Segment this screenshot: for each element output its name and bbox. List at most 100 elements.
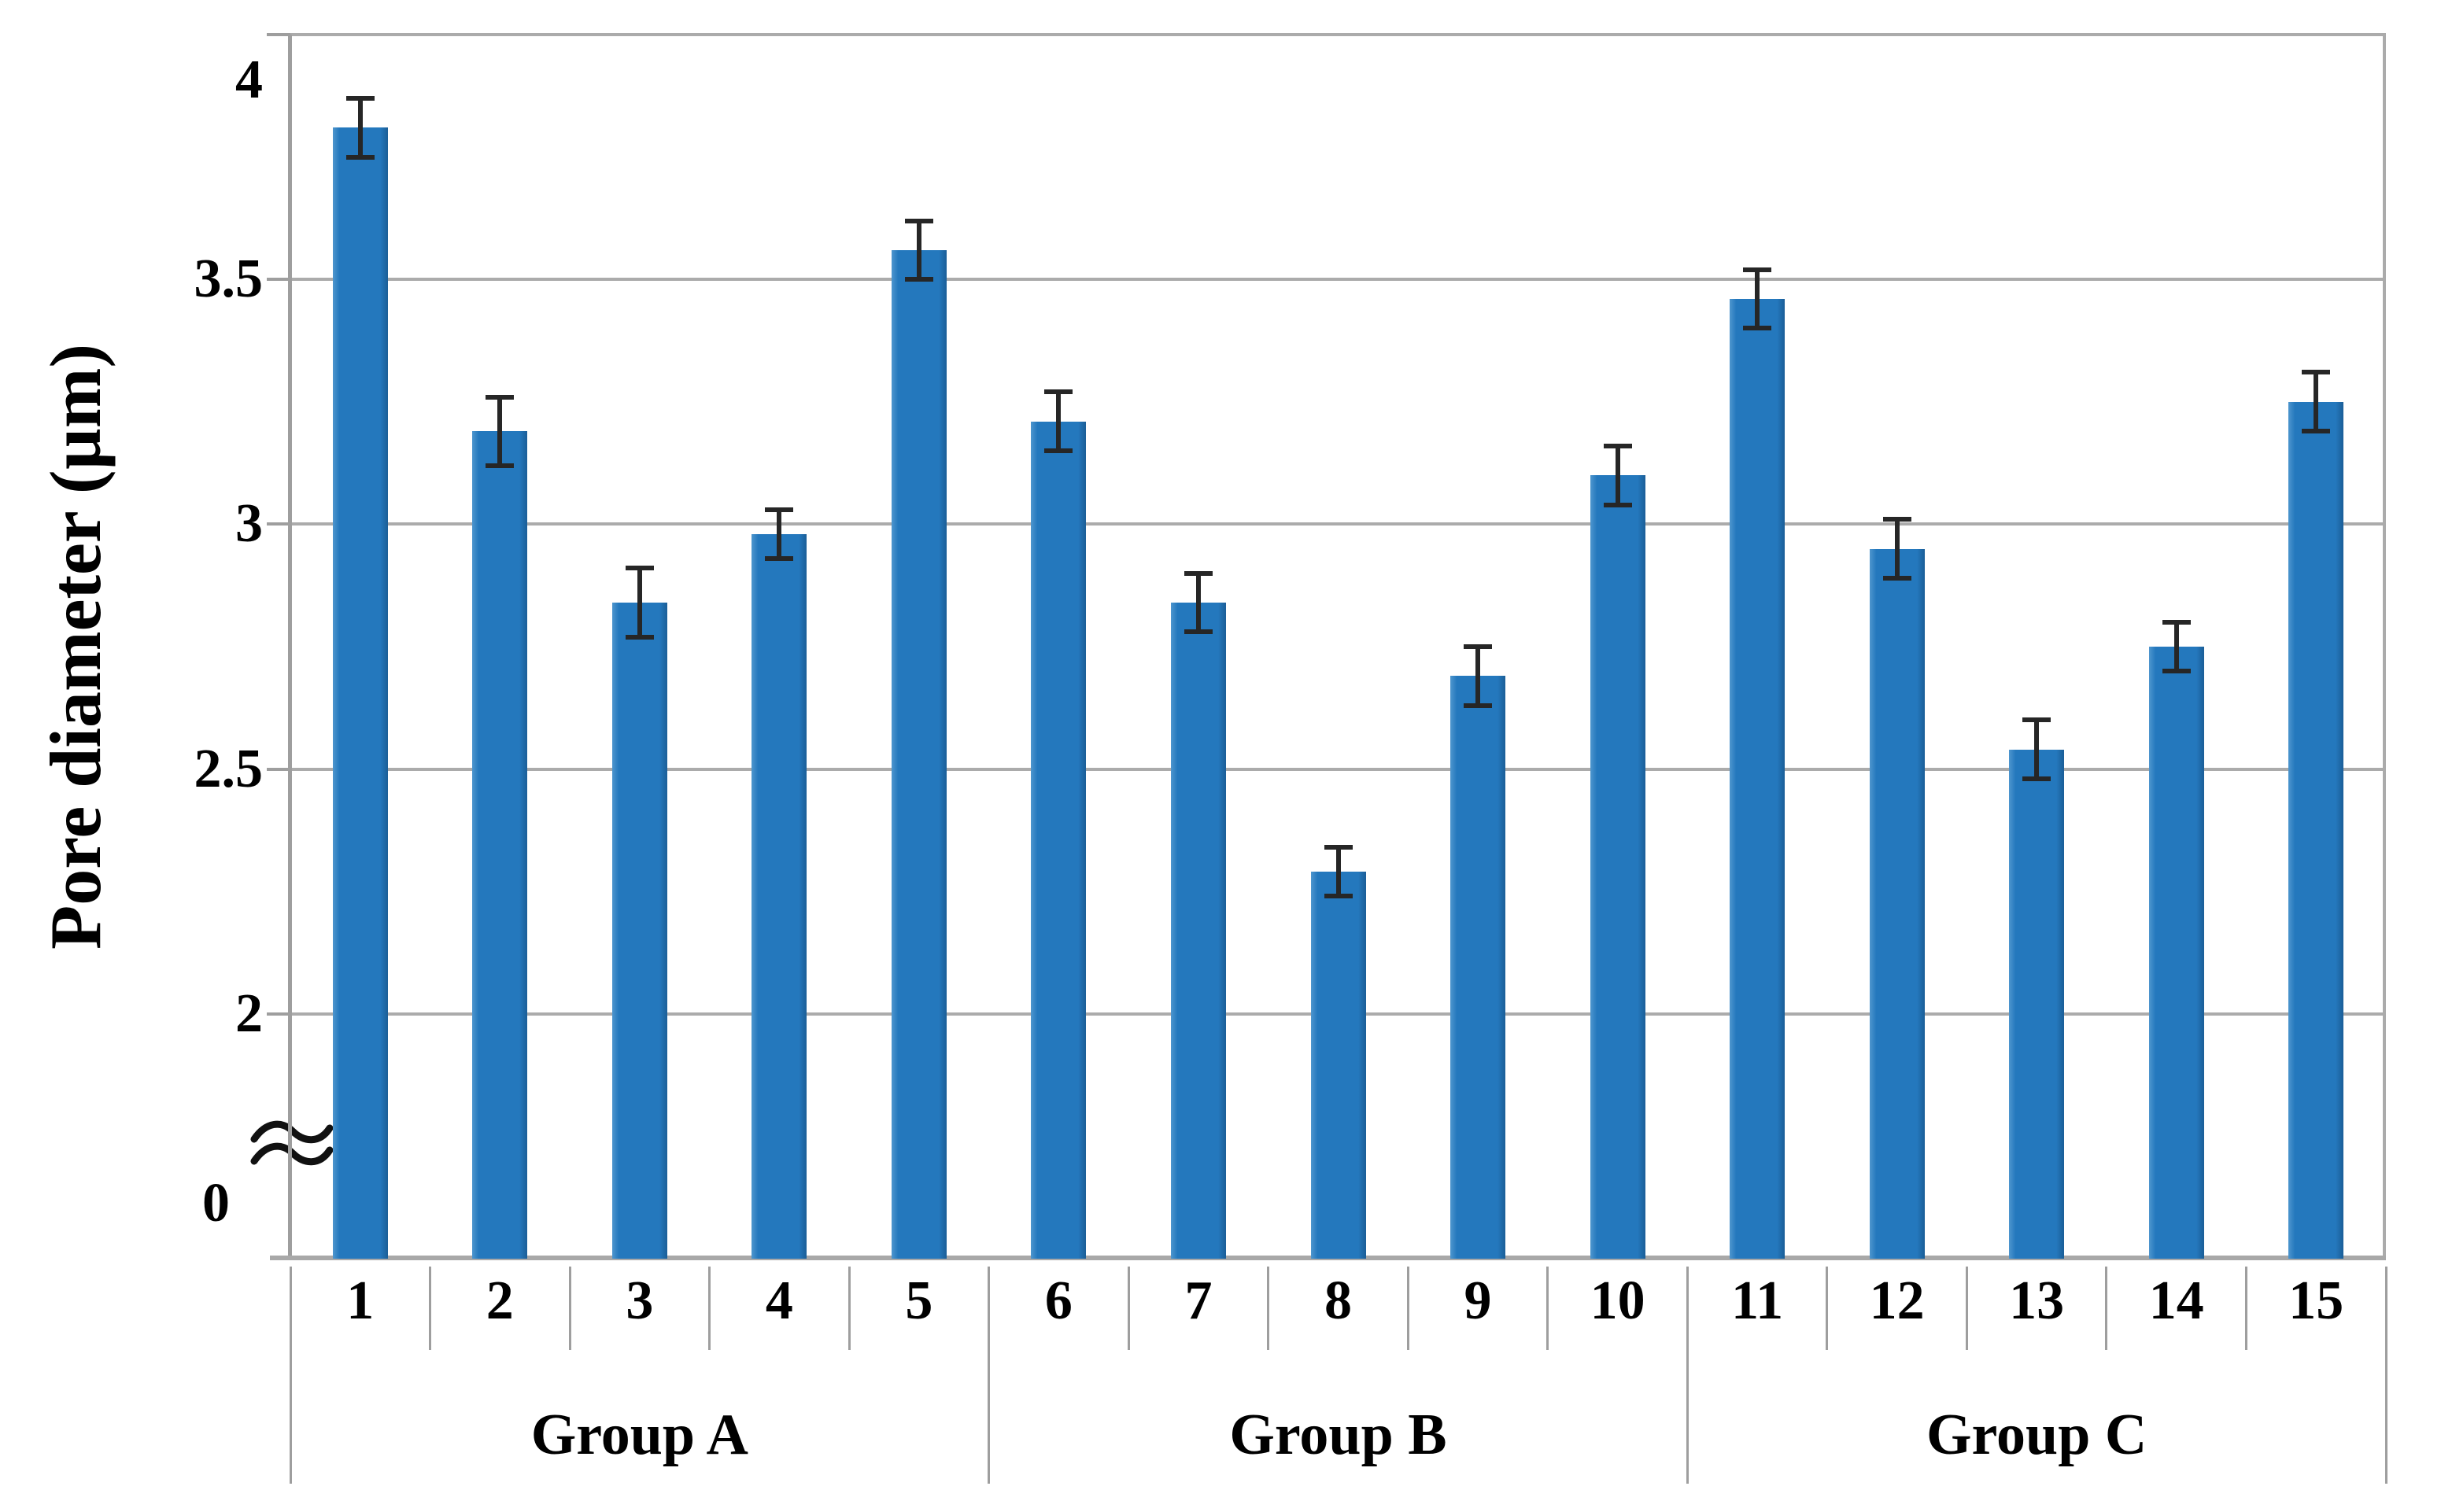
error-bar-cap-bottom [1184,629,1213,635]
category-label: 2 [486,1270,514,1331]
error-bar-line [1615,445,1620,505]
error-bar-cap-top [345,95,375,101]
error-bar-line [1195,573,1201,632]
error-bar-line [2173,621,2179,672]
tick-divider [429,1267,432,1350]
gridline [290,278,2386,282]
gridline [290,522,2386,526]
bar [472,431,528,1259]
error-bar-cap-bottom [1044,448,1073,454]
category-label: 13 [2009,1270,2065,1331]
category-label: 6 [1044,1270,1073,1331]
error-bar-cap-bottom [1324,894,1353,899]
category-label: 9 [1464,1270,1492,1331]
error-bar-cap-bottom [1743,326,1772,331]
category-label: 4 [765,1270,793,1331]
error-bar-cap-top [1464,644,1493,649]
error-bar-line [1475,647,1481,706]
error-bar-cap-top [625,566,654,571]
error-bar-cap-top [904,218,933,223]
tick-divider [1965,1267,1968,1350]
error-bar-cap-top [486,394,515,400]
bar [1310,872,1366,1259]
y-tick-label: 2 [235,983,263,1044]
group-label: Group A [530,1403,748,1467]
y-axis-title: Pore diameter (µm) [35,344,116,950]
gridline [290,767,2386,771]
error-bar-cap-top [1184,570,1213,576]
y-tick-label: 3 [235,493,263,555]
plot-right-border [2383,35,2386,1259]
error-bar-cap-bottom [2162,669,2191,674]
error-bar-line [497,396,503,466]
bar [752,533,807,1259]
y-axis-tick [267,767,290,771]
category-label: 10 [1590,1270,1645,1331]
error-bar-cap-top [2022,717,2051,723]
error-bar-cap-bottom [904,277,933,282]
error-bar-line [1335,847,1341,897]
error-bar-line [1056,392,1062,452]
error-bar-line [1894,519,1900,578]
y-axis-line [288,35,292,1259]
error-bar-line [357,98,363,157]
error-bar-cap-top [1044,389,1073,395]
tick-divider [2105,1267,2108,1350]
error-bar-cap-bottom [1882,575,1911,581]
category-label: 15 [2288,1270,2344,1331]
error-bar-cap-top [1882,517,1911,522]
y-tick-label-zero: 0 [202,1173,230,1234]
error-bar-cap-top [2302,370,2331,375]
y-axis-tick [267,1012,290,1016]
category-label: 5 [905,1270,933,1331]
y-axis-tick [267,33,290,36]
category-label: 1 [346,1270,375,1331]
error-bar-cap-bottom [2302,429,2331,434]
bar [1450,676,1506,1259]
bar [1031,421,1087,1259]
error-bar-cap-top [1324,845,1353,850]
bar [2288,401,2344,1259]
bar [332,127,388,1259]
error-bar-cap-top [1603,443,1632,448]
error-bar-cap-top [2162,619,2191,625]
category-label: 14 [2148,1270,2204,1331]
tick-divider [1127,1267,1130,1350]
y-axis-break-icon [250,1120,334,1166]
bar [2009,749,2065,1259]
error-bar-cap-bottom [2022,776,2051,782]
group-label: Group C [1926,1403,2147,1467]
bar [2148,647,2204,1259]
group-divider [988,1267,991,1484]
error-bar-line [777,509,782,559]
category-label: 12 [1869,1270,1925,1331]
tick-divider [2244,1267,2247,1350]
y-tick-label: 2.5 [194,738,264,799]
category-label: 3 [626,1270,654,1331]
error-bar-cap-bottom [625,634,654,640]
error-bar-cap-bottom [765,555,794,561]
category-label: 7 [1184,1270,1213,1331]
tick-divider [1546,1267,1549,1350]
tick-divider [1406,1267,1409,1350]
group-divider [2384,1267,2387,1484]
bar [1590,475,1645,1259]
bar [1869,548,1925,1259]
error-bar-cap-top [1743,267,1772,272]
y-tick-label: 4 [235,50,263,110]
error-bar-cap-top [765,507,794,512]
tick-divider [708,1267,711,1350]
bar [1170,602,1226,1259]
y-tick-label: 3.5 [194,249,264,310]
error-bar-line [637,568,642,637]
tick-divider [1267,1267,1270,1350]
error-bar-cap-bottom [345,154,375,160]
y-axis-tick [267,522,290,526]
bar [891,249,947,1259]
bar [1730,299,1786,1259]
error-bar-line [1755,269,1760,329]
y-axis-tick [267,278,290,282]
tick-divider [1826,1267,1829,1350]
category-label: 11 [1731,1270,1784,1331]
